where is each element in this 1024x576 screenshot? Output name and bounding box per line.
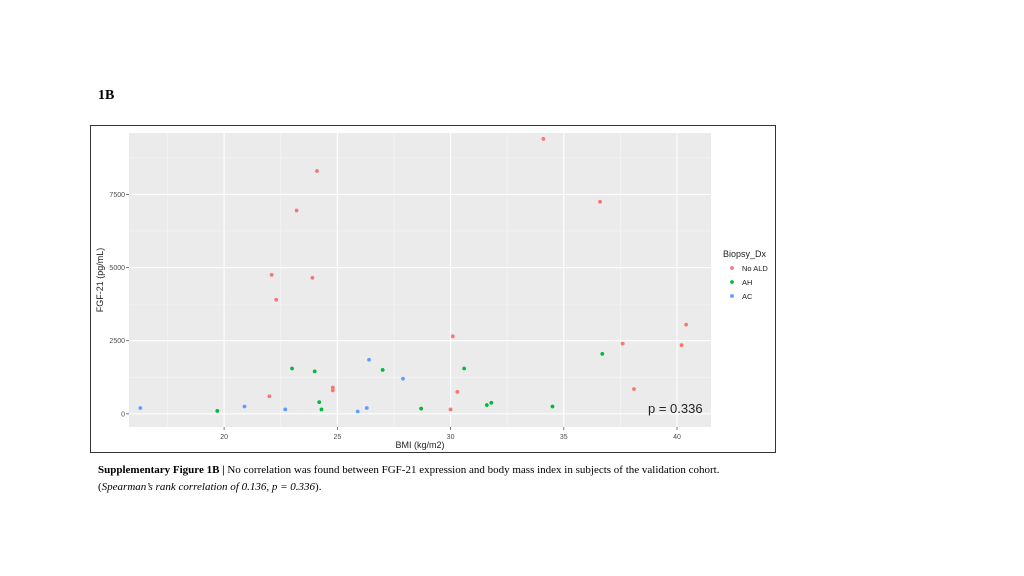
point-ac bbox=[138, 406, 143, 410]
point-no-ald bbox=[598, 199, 602, 204]
point-ah bbox=[290, 366, 294, 371]
minor-gridlines bbox=[129, 133, 711, 427]
point-ac bbox=[401, 376, 405, 381]
point-no-ald bbox=[455, 389, 460, 394]
point-no-ald bbox=[684, 322, 688, 327]
x-tick-label: 30 bbox=[447, 434, 455, 441]
caption-label: Supplementary Figure 1B | bbox=[98, 464, 225, 476]
y-axis-ticks: 0 2500 5000 7500 bbox=[109, 192, 129, 418]
x-axis-ticks: 20 25 30 35 40 bbox=[220, 427, 681, 441]
y-tick-label: 0 bbox=[121, 411, 125, 418]
point-no-ald bbox=[274, 297, 279, 302]
legend-label-ah: AH bbox=[742, 278, 752, 287]
legend: Biopsy_Dx No ALD AH AC bbox=[723, 249, 768, 301]
point-ah bbox=[419, 406, 424, 411]
plot-frame: 0 2500 5000 7500 20 25 30 35 40 BMI (kg/m2) FGF… bbox=[90, 125, 776, 453]
point-no-ald bbox=[448, 407, 453, 412]
point-no-ald bbox=[294, 208, 299, 213]
data-points bbox=[138, 136, 688, 414]
scatter-chart: 0 2500 5000 7500 20 25 30 35 40 BMI (kg/m2) FGF… bbox=[95, 133, 768, 450]
x-tick-label: 25 bbox=[333, 434, 341, 441]
point-no-ald bbox=[269, 272, 274, 277]
point-no-ald bbox=[679, 343, 684, 347]
legend-label-no-ald: No ALD bbox=[742, 264, 768, 273]
point-ac bbox=[364, 406, 369, 410]
point-ah bbox=[312, 369, 317, 374]
plot-panel bbox=[129, 133, 711, 427]
point-ah bbox=[317, 400, 322, 405]
p-value-annotation: p = 0.336 bbox=[648, 401, 703, 416]
point-ah bbox=[380, 368, 385, 372]
figure-caption: Supplementary Figure 1B | No correlation… bbox=[98, 462, 798, 496]
point-ah bbox=[489, 400, 494, 405]
point-ah bbox=[462, 366, 467, 371]
y-tick-label: 5000 bbox=[109, 265, 125, 272]
point-no-ald bbox=[310, 275, 315, 280]
point-no-ald bbox=[541, 136, 546, 141]
legend-key-ac bbox=[730, 294, 734, 298]
point-ah bbox=[600, 351, 605, 356]
legend-key-ah bbox=[730, 280, 734, 284]
x-tick-label: 35 bbox=[560, 434, 568, 441]
point-ac bbox=[367, 357, 371, 362]
caption-text: No correlation was found between FGF-21 … bbox=[224, 464, 720, 476]
point-no-ald bbox=[315, 169, 319, 173]
y-tick-label: 2500 bbox=[109, 338, 125, 345]
point-no-ald bbox=[330, 385, 335, 390]
point-ac bbox=[283, 407, 288, 412]
caption-statistic: Spearman’s rank correlation of 0.136, p … bbox=[101, 481, 316, 493]
point-no-ald bbox=[632, 387, 636, 391]
legend-label-ac: AC bbox=[742, 292, 753, 301]
major-gridlines bbox=[129, 133, 711, 427]
x-axis-label: BMI (kg/m2) bbox=[395, 440, 444, 450]
point-no-ald bbox=[330, 388, 335, 393]
caption-open-paren: ( bbox=[98, 481, 102, 493]
x-tick-label: 20 bbox=[220, 434, 228, 441]
point-no-ald bbox=[620, 341, 625, 346]
point-ah bbox=[319, 407, 324, 412]
point-ah bbox=[550, 404, 555, 409]
point-ac bbox=[242, 404, 247, 409]
legend-title: Biopsy_Dx bbox=[723, 249, 767, 259]
point-ac bbox=[355, 409, 360, 414]
legend-key-no-ald bbox=[730, 266, 734, 270]
y-axis-label: FGF-21 (pg/mL) bbox=[95, 248, 105, 313]
point-no-ald bbox=[450, 334, 455, 339]
point-ah bbox=[484, 403, 489, 407]
point-no-ald bbox=[267, 394, 272, 399]
x-tick-label: 40 bbox=[673, 434, 681, 441]
point-ah bbox=[215, 409, 220, 413]
y-tick-label: 7500 bbox=[109, 192, 125, 199]
caption-close-paren: ). bbox=[315, 481, 322, 493]
figure-label: 1B bbox=[98, 88, 115, 103]
